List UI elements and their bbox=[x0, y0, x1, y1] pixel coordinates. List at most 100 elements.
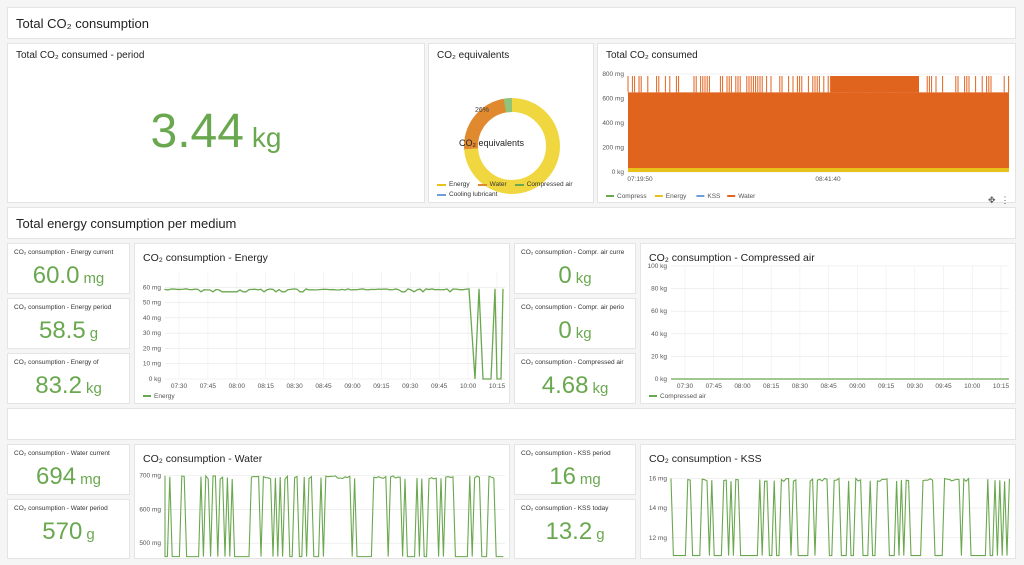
x-tick-label: 09:45 bbox=[431, 383, 448, 390]
stat-kss-period[interactable]: CO₂ consumption - KSS period 16 mg bbox=[514, 444, 636, 495]
legend-item-energy[interactable]: Energy bbox=[437, 181, 470, 188]
area-water bbox=[628, 92, 1009, 168]
stat-title: CO₂ consumption - KSS today bbox=[521, 505, 609, 512]
x-tick-label: 10:00 bbox=[460, 383, 477, 390]
legend-swatch bbox=[514, 183, 524, 186]
move-icon[interactable]: ✥ bbox=[988, 195, 996, 205]
x-tick-label: 08:45 bbox=[820, 383, 837, 390]
stat-energy-period[interactable]: CO₂ consumption - Energy period 58.5 g bbox=[7, 298, 130, 349]
donut-slice-label: 26% bbox=[475, 107, 489, 114]
x-tick-label: 08:00 bbox=[229, 383, 246, 390]
y-tick-label: 200 mg bbox=[602, 145, 624, 152]
stat-energy-current[interactable]: CO₂ consumption - Energy current 60.0 mg bbox=[7, 243, 130, 294]
panel-co2-water[interactable]: CO₂ consumption - Water 700 mg 600 mg 500 … bbox=[134, 444, 510, 559]
area-block bbox=[831, 76, 919, 93]
x-tick-label: 09:00 bbox=[849, 383, 866, 390]
x-tick-label: 10:00 bbox=[964, 383, 981, 390]
y-tick-label: 800 mg bbox=[602, 71, 624, 78]
stat-air-current[interactable]: CO₂ consumption - Compr. air curre 0 kg bbox=[514, 243, 636, 294]
donut-slice-compressed-air bbox=[464, 98, 560, 194]
stat-value: 4.68 kg bbox=[541, 372, 609, 399]
stat-title: CO₂ consumption - Energy current bbox=[14, 249, 114, 256]
y-tick-label: 400 mg bbox=[602, 120, 624, 127]
panel-title: CO₂ consumption - KSS bbox=[649, 453, 762, 465]
donut-center-label: CO₂ equivalents bbox=[459, 138, 525, 148]
stat-air-total[interactable]: CO₂ consumption - Compressed air 4.68 kg bbox=[514, 353, 636, 404]
legend-item-compressed-air[interactable]: Compressed air bbox=[514, 181, 573, 188]
legend-swatch bbox=[477, 183, 487, 186]
panel-title: CO₂ consumption - Water bbox=[143, 453, 263, 465]
x-tick-label: 08:30 bbox=[286, 383, 303, 390]
donut-slice-water bbox=[464, 98, 560, 194]
legend-swatch bbox=[437, 193, 446, 196]
stat-title: CO₂ consumption - Water period bbox=[14, 505, 108, 512]
stat-energy-of[interactable]: CO₂ consumption - Energy of 83.2 kg bbox=[7, 353, 130, 404]
stat-title: CO₂ consumption - Water current bbox=[14, 450, 110, 457]
legend-item-water[interactable]: Water bbox=[477, 181, 507, 188]
y-tick-label: 12 mg bbox=[649, 535, 667, 542]
panel-title: Total CO₂ consumed bbox=[606, 50, 698, 61]
panel-title: Total CO₂ consumed - period bbox=[16, 50, 145, 61]
section-energy-per-medium[interactable]: Total energy consumption per medium bbox=[7, 207, 1016, 239]
stat-title: CO₂ consumption - Energy of bbox=[14, 359, 99, 366]
legend-label: Compressed air bbox=[660, 393, 707, 400]
y-tick-label: 500 mg bbox=[139, 540, 161, 547]
section-total-co2[interactable]: Total CO₂ consumption bbox=[7, 7, 1016, 39]
stat-water-current[interactable]: CO₂ consumption - Water current 694 mg bbox=[7, 444, 130, 495]
y-tick-label: 40 kg bbox=[651, 331, 667, 338]
stat-title: CO₂ consumption - Compr. air perio bbox=[521, 304, 624, 311]
chart-co2-kss: 16 mg 14 mg 12 mg bbox=[649, 475, 1011, 557]
stat-number: 3.44 bbox=[150, 105, 244, 158]
x-tick-label: 09:00 bbox=[344, 383, 361, 390]
x-tick-label: 08:15 bbox=[258, 383, 275, 390]
x-tick-label: 09:30 bbox=[907, 383, 924, 390]
y-tick-label: 80 kg bbox=[651, 286, 667, 293]
y-tick-label: 0 kg bbox=[655, 376, 668, 383]
y-tick-label: 100 kg bbox=[647, 263, 667, 270]
x-tick-label: 09:15 bbox=[373, 383, 390, 390]
series-water-line bbox=[164, 474, 504, 558]
series-kss-line bbox=[670, 477, 1010, 557]
x-tick-label: 09:45 bbox=[935, 383, 952, 390]
y-tick-label: 10 mg bbox=[143, 361, 161, 368]
panel-title: CO₂ consumption - Energy bbox=[143, 252, 268, 264]
donut-chart: 26% bbox=[464, 98, 560, 194]
stat-title: CO₂ consumption - Compressed air bbox=[521, 359, 624, 366]
x-tick-label: 07:30 bbox=[171, 383, 188, 390]
legend-swatch bbox=[437, 183, 446, 186]
panel-co2-energy[interactable]: CO₂ consumption - Energy 60 mg 50 mg 40 mg… bbox=[134, 243, 510, 404]
panel-total-co2-period[interactable]: Total CO₂ consumed - period 3.44 kg bbox=[7, 43, 425, 203]
stat-air-period[interactable]: CO₂ consumption - Compr. air perio 0 kg bbox=[514, 298, 636, 349]
more-icon[interactable]: ⋮ bbox=[1000, 195, 1010, 205]
stat-value: 694 mg bbox=[36, 463, 101, 490]
x-tick-label: 07:30 bbox=[677, 383, 694, 390]
legend-item-cooling-lubricant[interactable]: Cooling lubricant bbox=[437, 191, 497, 198]
x-tick-label: 08:41:40 bbox=[815, 176, 841, 183]
x-tick-label: 08:30 bbox=[792, 383, 809, 390]
stat-unit: kg bbox=[251, 122, 282, 153]
chart-co2-energy: 60 mg 50 mg 40 mg 30 mg 20 mg 10 mg 0 kg 07:30 0… bbox=[143, 272, 506, 400]
panel-total-co2-consumed[interactable]: Total CO₂ consumed 800 mg 600 mg 400 mg 200… bbox=[597, 43, 1016, 203]
panel-toolbar: ✥ ⋮ bbox=[988, 195, 1010, 206]
y-tick-label: 700 mg bbox=[139, 473, 161, 480]
stat-water-period[interactable]: CO₂ consumption - Water period 570 g bbox=[7, 499, 130, 559]
panel-co2-equivalents[interactable]: CO₂ equivalents 26% CO₂ equivalents Ener… bbox=[428, 43, 594, 203]
section-empty-row[interactable] bbox=[7, 408, 1016, 440]
y-tick-label: 16 mg bbox=[649, 475, 667, 482]
x-tick-label: 08:15 bbox=[763, 383, 780, 390]
panel-co2-kss[interactable]: CO₂ consumption - KSS 16 mg 14 mg 12 mg bbox=[640, 444, 1016, 559]
x-tick-label: 10:15 bbox=[993, 383, 1010, 390]
x-tick-label: 10:15 bbox=[489, 383, 506, 390]
panel-co2-compressed-air[interactable]: CO₂ consumption - Compressed air 100 kg 8… bbox=[640, 243, 1016, 404]
stat-kss-today[interactable]: CO₂ consumption - KSS today 13.2 g bbox=[514, 499, 636, 559]
x-tick-label: 08:45 bbox=[315, 383, 332, 390]
area-energy bbox=[628, 168, 1009, 172]
panel-title: CO₂ consumption - Compressed air bbox=[649, 252, 815, 264]
stat-value: 13.2 g bbox=[545, 518, 605, 545]
y-tick-label: 600 mg bbox=[602, 96, 624, 103]
chart-co2-compressed-air: 100 kg 80 kg 60 kg 40 kg 20 kg 0 kg 07:30 07:45… bbox=[647, 263, 1010, 400]
donut-legend: Energy Water Compressed air Cooling lubr… bbox=[437, 181, 592, 198]
stat-value: 3.44 kg bbox=[8, 104, 424, 159]
legend-label: KSS bbox=[707, 193, 721, 200]
